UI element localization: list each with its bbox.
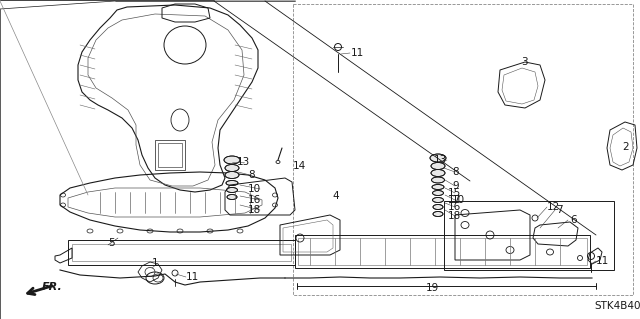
Text: 12: 12 — [547, 202, 560, 212]
Text: 2: 2 — [622, 142, 628, 152]
Text: 16: 16 — [448, 202, 461, 212]
Ellipse shape — [225, 172, 239, 179]
Text: 10: 10 — [452, 195, 465, 205]
Text: 11: 11 — [596, 256, 609, 266]
Text: 13: 13 — [434, 155, 447, 165]
Text: 3: 3 — [521, 57, 527, 67]
Text: 8: 8 — [452, 167, 459, 177]
Text: 1: 1 — [152, 258, 158, 268]
Text: 19: 19 — [426, 283, 438, 293]
Ellipse shape — [433, 211, 443, 217]
Text: 18: 18 — [248, 205, 261, 215]
Text: 5: 5 — [108, 238, 115, 248]
Text: 17: 17 — [448, 195, 461, 205]
Ellipse shape — [430, 154, 446, 162]
Ellipse shape — [433, 190, 444, 196]
Text: STK4B4020B: STK4B4020B — [594, 301, 640, 311]
Text: 9: 9 — [452, 181, 459, 191]
Text: 13: 13 — [237, 157, 250, 167]
Ellipse shape — [432, 184, 444, 189]
Ellipse shape — [431, 177, 445, 183]
Text: FR.: FR. — [42, 282, 63, 292]
Ellipse shape — [431, 169, 445, 176]
Text: 6: 6 — [570, 215, 577, 225]
Ellipse shape — [224, 156, 240, 164]
Ellipse shape — [433, 197, 444, 203]
Ellipse shape — [226, 181, 238, 186]
Ellipse shape — [225, 165, 239, 172]
Ellipse shape — [227, 195, 237, 199]
Text: 16: 16 — [248, 195, 261, 205]
Text: 11: 11 — [351, 48, 364, 58]
Text: 11: 11 — [186, 272, 199, 282]
Ellipse shape — [431, 162, 445, 169]
Text: 8: 8 — [248, 170, 255, 180]
Text: 14: 14 — [293, 161, 307, 171]
Text: 4: 4 — [332, 191, 339, 201]
Ellipse shape — [433, 204, 443, 210]
Text: 18: 18 — [448, 211, 461, 221]
Ellipse shape — [227, 188, 237, 192]
Text: 7: 7 — [556, 205, 563, 215]
Text: 10: 10 — [248, 184, 261, 194]
Text: 15: 15 — [448, 188, 461, 198]
